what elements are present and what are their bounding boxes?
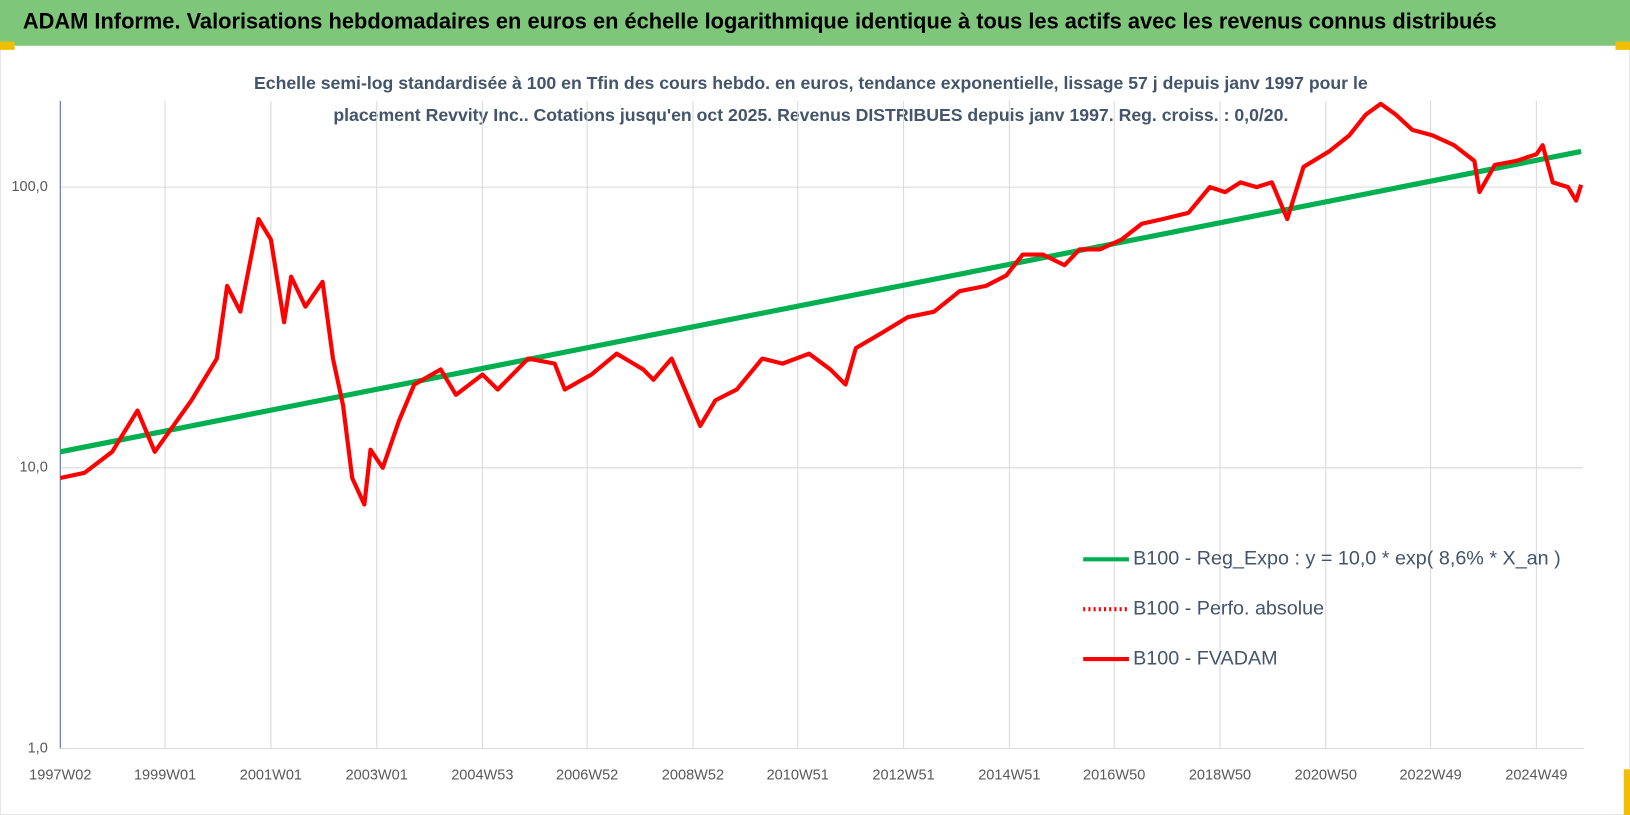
x-tick-label: 2018W50: [1189, 767, 1251, 783]
legend-label: B100 - FVADAM: [1133, 647, 1278, 669]
x-tick-label: 2004W53: [451, 767, 513, 783]
x-tick-label: 1997W02: [29, 767, 91, 783]
x-tick-label: 2014W51: [978, 767, 1040, 783]
corner-mark: [1623, 769, 1630, 815]
x-tick-label: 2022W49: [1399, 767, 1461, 783]
y-tick-label: 10,0: [20, 460, 48, 476]
title-bar: [0, 0, 1630, 46]
legend-label: B100 - Perfo. absolue: [1133, 597, 1324, 619]
y-tick-label: 1,0: [28, 740, 48, 756]
chart-subtitle: Echelle semi-log standardisée à 100 en T…: [254, 73, 1368, 93]
data-line: [59, 148, 1582, 455]
x-tick-label: 2024W49: [1505, 767, 1567, 783]
x-tick-label: 2006W52: [556, 767, 618, 783]
legend-label: B100 - Reg_Expo : y = 10,0 * exp( 8,6% *…: [1133, 547, 1561, 569]
chart-subtitle: placement Revvity Inc.. Cotations jusqu'…: [333, 105, 1288, 125]
x-tick-label: 2020W50: [1295, 767, 1357, 783]
x-tick-label: 1999W01: [134, 767, 196, 783]
x-tick-label: 2001W01: [240, 767, 302, 783]
x-tick-label: 2010W51: [767, 767, 829, 783]
chart-title: ADAM Informe. Valorisations hebdomadaire…: [23, 9, 1497, 34]
x-tick-label: 2008W52: [662, 767, 724, 783]
x-tick-label: 2012W51: [872, 767, 934, 783]
corner-mark: [1615, 41, 1630, 50]
corner-mark: [0, 41, 15, 50]
x-tick-label: 2016W50: [1083, 767, 1145, 783]
x-tick-label: 2003W01: [346, 767, 408, 783]
y-tick-label: 100,0: [11, 179, 47, 195]
data-line: [59, 101, 1584, 507]
